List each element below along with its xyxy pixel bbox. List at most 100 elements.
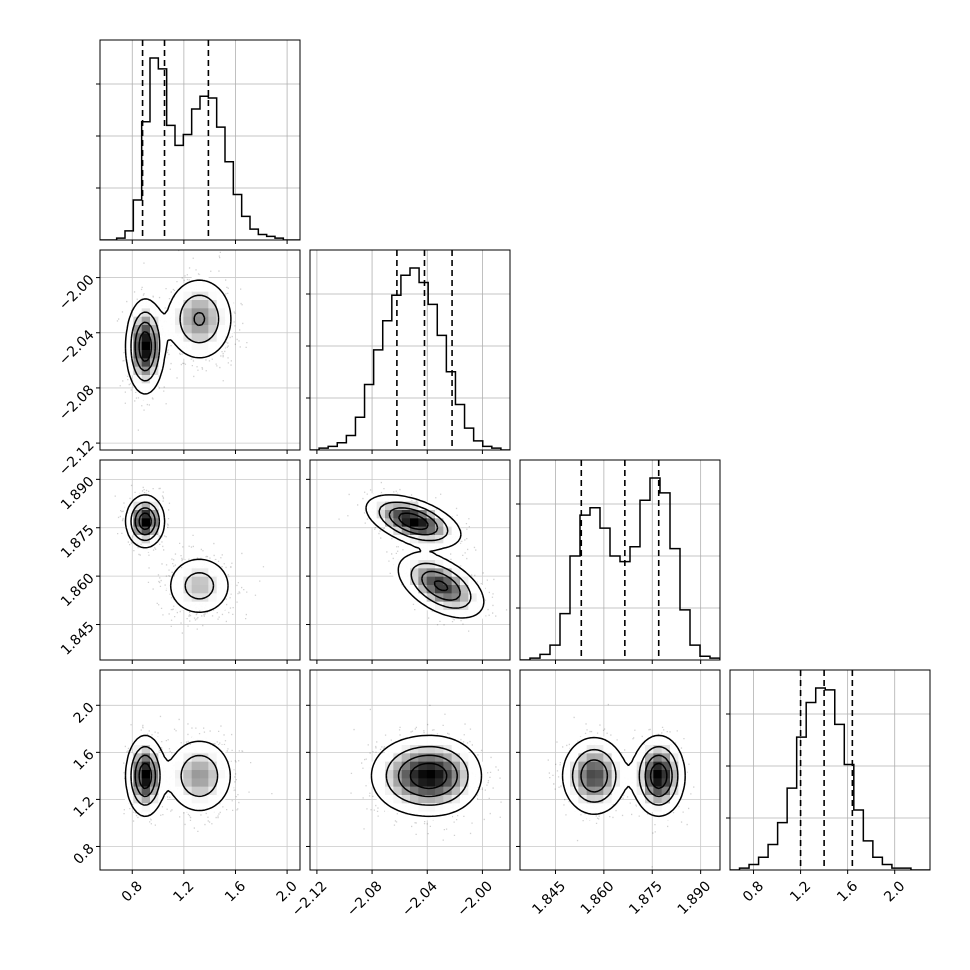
density-cell: [208, 795, 217, 804]
density-cell: [435, 560, 444, 569]
density-cell: [653, 753, 662, 762]
density-cell: [426, 535, 436, 544]
density-cell: [191, 300, 201, 309]
density-cell: [628, 778, 637, 787]
density-cell: [158, 341, 167, 351]
density-cell: [133, 375, 142, 384]
x-tick-label: 1.875: [626, 878, 666, 918]
density-cell: [435, 795, 444, 804]
density-cell: [410, 551, 419, 561]
y-tick-label: 1.2: [71, 794, 98, 821]
density-cell: [225, 770, 234, 779]
density-cell: [561, 786, 571, 796]
density-cell: [183, 761, 192, 771]
density-cell: [216, 795, 226, 804]
density-cell: [460, 770, 469, 779]
density-cell: [393, 795, 402, 804]
density-cell: [208, 291, 217, 301]
density-cell: [401, 770, 411, 779]
density-cell: [166, 316, 176, 326]
density-cell: [208, 778, 217, 787]
density-cell: [216, 745, 226, 754]
density-cell: [561, 770, 571, 779]
density-cell: [133, 300, 142, 309]
density-cell: [200, 341, 209, 351]
density-cell: [175, 795, 184, 804]
contour-line: [370, 734, 483, 818]
density-cell: [141, 761, 151, 771]
density-cell: [150, 308, 159, 317]
density-cell: [141, 778, 151, 787]
density-cell: [216, 325, 226, 334]
density-cell: [426, 543, 436, 552]
density-cell: [443, 601, 452, 611]
density-cell: [191, 341, 201, 351]
density-cell: [603, 761, 612, 771]
density-cell: [376, 761, 386, 771]
density-cell: [208, 786, 217, 796]
density-cell: [426, 778, 436, 787]
density-cell: [653, 770, 662, 779]
density-cell: [216, 770, 226, 779]
density-cell: [385, 493, 394, 502]
density-cell: [603, 778, 612, 787]
density-cell: [451, 576, 461, 586]
y-tick-label: 0.8: [71, 841, 98, 868]
density-cell: [133, 518, 142, 527]
density-cell: [468, 610, 477, 619]
density-cell: [595, 745, 604, 754]
density-cell: [401, 761, 411, 771]
density-cell: [443, 778, 452, 787]
density-cell: [410, 795, 419, 804]
density-cell: [451, 761, 461, 771]
density-cell: [175, 601, 184, 611]
density-cell: [670, 778, 679, 787]
density-cell: [141, 358, 151, 367]
density-cell: [443, 803, 452, 812]
density-cell: [401, 803, 411, 812]
density-cell: [410, 518, 419, 527]
density-cell: [376, 501, 386, 511]
density-cell: [570, 803, 579, 812]
density-cell: [611, 786, 621, 796]
density-cell: [393, 510, 402, 519]
density-cell: [175, 316, 184, 326]
density-cell: [451, 568, 461, 577]
density-cell: [393, 501, 402, 511]
contour-line: [571, 745, 679, 806]
density-cell: [183, 753, 192, 762]
density-cell: [426, 593, 436, 602]
density-cell: [586, 761, 596, 771]
density-cell: [410, 535, 419, 544]
density-cell: [133, 341, 142, 351]
y-tick-label: 1.890: [58, 474, 98, 514]
density-cell: [150, 745, 159, 754]
density-cell: [636, 778, 646, 787]
plot-area: [100, 460, 300, 660]
panel-frame: [99, 39, 301, 241]
density-cell: [451, 526, 461, 536]
density-cell: [150, 341, 159, 351]
density-cell: [426, 753, 436, 762]
density-cell: [401, 778, 411, 787]
x-tick-label: −2.00: [454, 878, 496, 920]
density-cell: [476, 601, 486, 611]
density-cell: [418, 568, 427, 577]
density-cell: [636, 803, 646, 812]
density-cell: [636, 745, 646, 754]
density-cell: [191, 795, 201, 804]
panel-frame: [99, 459, 301, 661]
density-cell: [166, 308, 176, 317]
x-tick-label: 2.0: [881, 878, 908, 905]
density-cell: [460, 576, 469, 586]
density-cell: [141, 526, 151, 536]
plot-area: [520, 460, 720, 660]
plot-area: [100, 40, 300, 240]
density-cell: [133, 316, 142, 326]
contour-line: [378, 501, 472, 609]
density-cell: [158, 350, 167, 359]
density-cell: [216, 601, 226, 611]
density-cell: [208, 300, 217, 309]
density-cell: [125, 778, 134, 787]
density-cell: [125, 786, 134, 796]
